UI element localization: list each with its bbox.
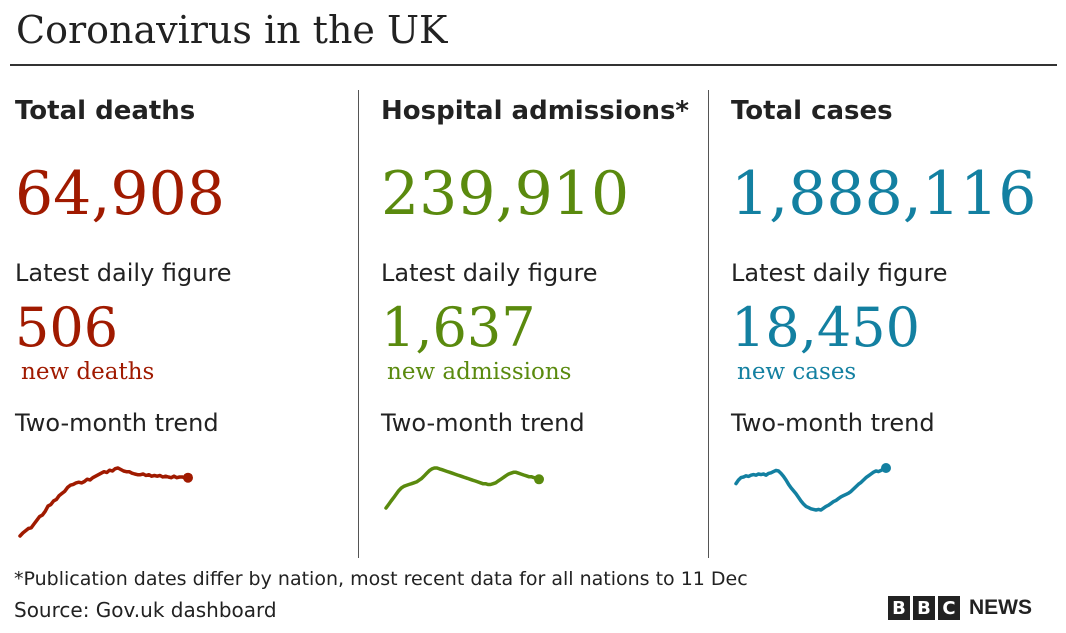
- page-title: Coronavirus in the UK: [16, 8, 448, 52]
- daily-unit: new deaths: [21, 359, 155, 385]
- logo-news-text: NEWS: [969, 596, 1032, 619]
- source-note: Source: Gov.uk dashboard: [14, 598, 277, 622]
- deaths-panel: Total deaths 64,908 Latest daily figure …: [15, 96, 345, 437]
- panel-heading: Total cases: [731, 96, 893, 126]
- column-divider: [708, 90, 709, 558]
- trend-label: Two-month trend: [15, 409, 219, 437]
- panel-heading: Total deaths: [15, 96, 196, 126]
- deaths-sparkline: [18, 466, 193, 538]
- daily-label: Latest daily figure: [381, 259, 598, 287]
- admissions-panel: Hospital admissions* 239,910 Latest dail…: [381, 96, 711, 437]
- daily-unit: new admissions: [387, 359, 572, 385]
- trend-line: [384, 466, 541, 510]
- trend-label: Two-month trend: [381, 409, 585, 437]
- total-value: 1,888,116: [731, 159, 1037, 229]
- cases-sparkline: [734, 463, 891, 512]
- daily-value: 506: [15, 296, 119, 359]
- total-value: 64,908: [15, 159, 225, 229]
- trend-line: [18, 466, 190, 538]
- latest-point: [534, 474, 544, 485]
- daily-label: Latest daily figure: [15, 259, 232, 287]
- admissions-sparkline: [384, 466, 544, 510]
- total-value: 239,910: [381, 159, 630, 229]
- daily-value: 1,637: [381, 296, 536, 359]
- logo-letter-box: B: [913, 596, 935, 620]
- latest-point: [183, 472, 193, 483]
- daily-label: Latest daily figure: [731, 259, 948, 287]
- daily-unit: new cases: [737, 359, 857, 385]
- logo-letter-box: B: [888, 596, 910, 620]
- bbc-news-logo: B B C NEWS: [888, 596, 1032, 620]
- panel-heading: Hospital admissions*: [381, 96, 690, 126]
- footnote: *Publication dates differ by nation, mos…: [14, 568, 748, 590]
- trend-label: Two-month trend: [731, 409, 935, 437]
- cases-panel: Total cases 1,888,116 Latest daily figur…: [731, 96, 1061, 437]
- logo-letter-box: C: [938, 596, 960, 620]
- trend-line: [734, 466, 888, 512]
- latest-point: [881, 463, 891, 473]
- daily-value: 18,450: [731, 296, 920, 359]
- column-divider: [358, 90, 359, 558]
- title-rule: [10, 64, 1057, 66]
